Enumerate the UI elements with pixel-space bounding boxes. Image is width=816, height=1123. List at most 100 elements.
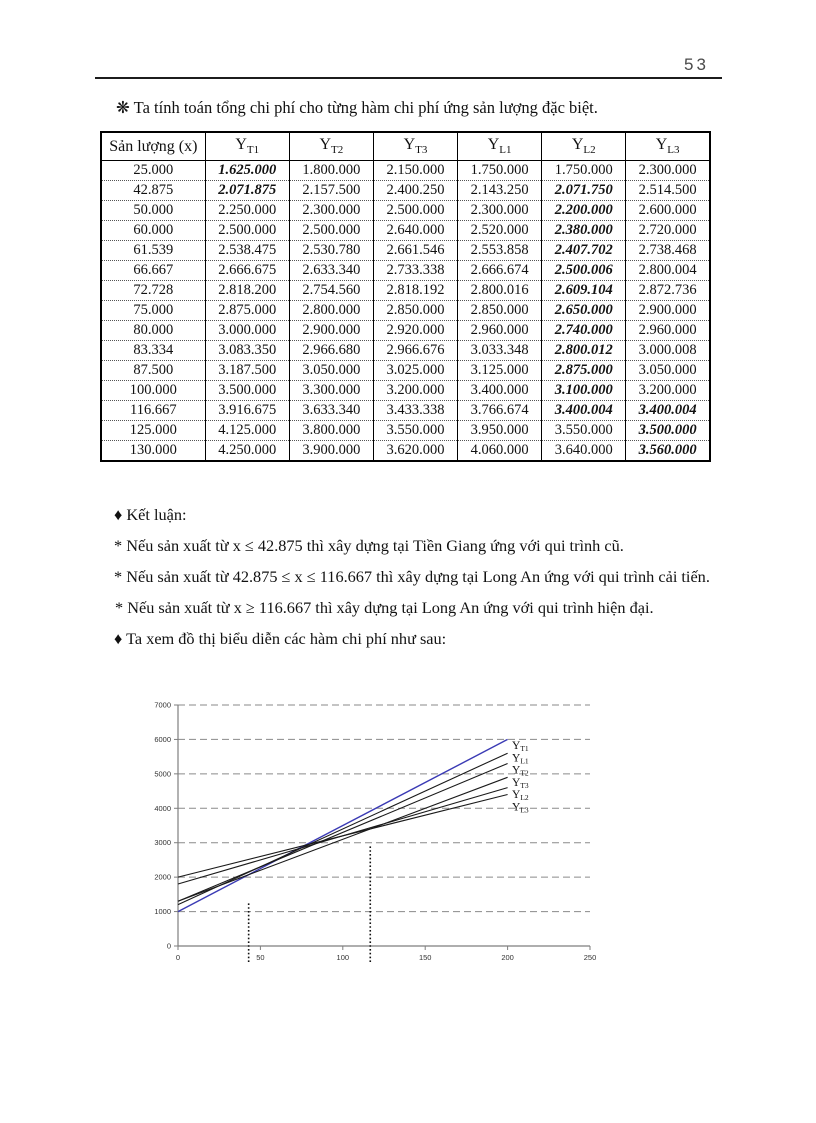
cost-lines [177,738,508,913]
table-cell: 2.872.736 [625,280,712,301]
table-cell: 2.538.475 [204,240,290,261]
column-header: YL1 [457,131,543,161]
table-row: 60.000 2.500.000 2.500.000 2.640.000 2.520.0… [99,220,712,241]
table-cell: 3.766.674 [457,400,543,421]
table-cell: 2.250.000 [204,200,290,221]
table-cell: 3.400.000 [457,380,543,401]
table-row: 83.334 3.083.350 2.966.680 2.966.676 3.033.3… [99,340,712,361]
table-cell: 3.187.500 [204,360,290,381]
table-row: 42.875 2.071.875 2.157.500 2.400.250 2.143.2… [99,180,712,201]
table-cell: 2.966.676 [372,340,459,361]
y-tick-label: 7000 [154,701,171,710]
table-row: 80.000 3.000.000 2.900.000 2.920.000 2.960.0… [99,320,712,341]
table-cell: 3.050.000 [288,360,374,381]
column-header: YL3 [625,131,712,161]
table-cell: 4.250.000 [204,440,290,462]
table-cell: 2.850.000 [457,300,543,321]
table-cell: 2.650.000 [541,300,627,321]
y-tick-label: 1000 [154,907,171,916]
table-cell: 2.380.000 [541,220,627,241]
table-cell: 2.661.546 [372,240,459,261]
table-row: 66.667 2.666.675 2.633.340 2.733.338 2.666.6… [99,260,712,281]
table-cell: 2.071.875 [204,180,290,201]
table-cell: 3.400.004 [625,400,712,421]
table-cell: 2.400.250 [372,180,459,201]
table-cell: 80.000 [99,320,206,341]
table-row: 50.000 2.250.000 2.300.000 2.500.000 2.300.0… [99,200,712,221]
intro-paragraph: ❋ Ta tính toán tổng chi phí cho từng hàm… [116,98,598,117]
table-cell: 2.966.680 [288,340,374,361]
table-cell: 2.143.250 [457,180,543,201]
table-cell: 2.875.000 [204,300,290,321]
table-cell: 87.500 [99,360,206,381]
table-cell: 2.640.000 [372,220,459,241]
table-cell: 2.920.000 [372,320,459,341]
x-tick-label: 100 [337,953,350,962]
table-cell: 2.300.000 [625,160,712,181]
table-cell: 3.950.000 [457,420,543,441]
table-cell: 72.728 [99,280,206,301]
table-cell: 2.740.000 [541,320,627,341]
table-cell: 2.666.675 [204,260,290,281]
table-cell: 2.960.000 [457,320,543,341]
axis-tick-labels: 0 1000 2000 3000 4000 5000 6000 7000 0 50 100 150 20… [154,701,596,963]
header-rule [95,77,722,79]
column-header: YT1 [204,131,290,161]
table-cell: 2.800.000 [288,300,374,321]
table-cell: 2.900.000 [288,320,374,341]
gridlines [174,704,590,947]
table-cell: 2.666.674 [457,260,543,281]
table-cell: 2.850.000 [372,300,459,321]
table-cell: 2.071.750 [541,180,627,201]
conclusion-title: ♦ Kết luận: [114,505,187,524]
table-cell: 2.300.000 [288,200,374,221]
table-cell: 3.900.000 [288,440,374,462]
table-cell: 2.200.000 [541,200,627,221]
table-cell: 3.620.000 [372,440,459,462]
y-tick-label: 6000 [154,735,171,744]
table-cell: 2.500.000 [372,200,459,221]
threshold-marker-lines [247,844,372,962]
table-cell: 3.640.000 [541,440,627,462]
table-cell: 2.733.338 [372,260,459,281]
table-cell: 61.539 [99,240,206,261]
conclusion-item-3: * Nếu sản xuất từ x ≥ 116.667 thì xây dự… [115,598,654,617]
table-cell: 1.625.000 [204,160,290,181]
table-cell: 1.750.000 [457,160,543,181]
table-row: 125.000 4.125.000 3.800.000 3.550.000 3.950.… [99,420,712,441]
line-label-YL2: YL2 [512,789,529,802]
table-cell: 2.738.468 [625,240,712,261]
table-cell: 2.500.006 [541,260,627,281]
line-YL3 [177,793,508,878]
table-row: 75.000 2.875.000 2.800.000 2.850.000 2.850.0… [99,300,712,321]
table-header-row: Sản lượng (x) YT1 YT2 YT3 YL1 YL2 YL3 [99,131,712,161]
y-tick-label: 0 [167,942,171,951]
cost-table-header: Sản lượng (x) YT1 YT2 YT3 YL1 YL2 YL3 [99,131,712,161]
table-cell: 2.407.702 [541,240,627,261]
table-cell: 2.875.000 [541,360,627,381]
table-cell: 116.667 [99,400,206,421]
line-YL2 [177,776,508,902]
cost-chart-svg: 0 1000 2000 3000 4000 5000 6000 7000 0 50 100 150 20… [154,701,596,963]
conclusion-item-2: * Nếu sản xuất từ 42.875 ≤ x ≤ 116.667 t… [114,567,710,586]
table-cell: 66.667 [99,260,206,281]
table-row: 130.000 4.250.000 3.900.000 3.620.000 4.060.… [99,440,712,462]
line-YT2 [177,763,508,902]
table-cell: 2.300.000 [457,200,543,221]
table-cell: 3.550.000 [372,420,459,441]
column-header: Sản lượng (x) [99,131,206,161]
line-label-YT3: YT3 [512,777,529,790]
table-cell: 2.633.340 [288,260,374,281]
table-cell: 2.530.780 [288,240,374,261]
column-header: YT3 [372,131,459,161]
y-tick-label: 3000 [154,838,171,847]
line-YT1 [177,738,508,913]
table-cell: 60.000 [99,220,206,241]
table-cell: 3.633.340 [288,400,374,421]
table-cell: 3.083.350 [204,340,290,361]
table-cell: 25.000 [99,160,206,181]
table-cell: 2.800.004 [625,260,712,281]
table-row: 87.500 3.187.500 3.050.000 3.025.000 3.125.0… [99,360,712,381]
table-cell: 4.125.000 [204,420,290,441]
